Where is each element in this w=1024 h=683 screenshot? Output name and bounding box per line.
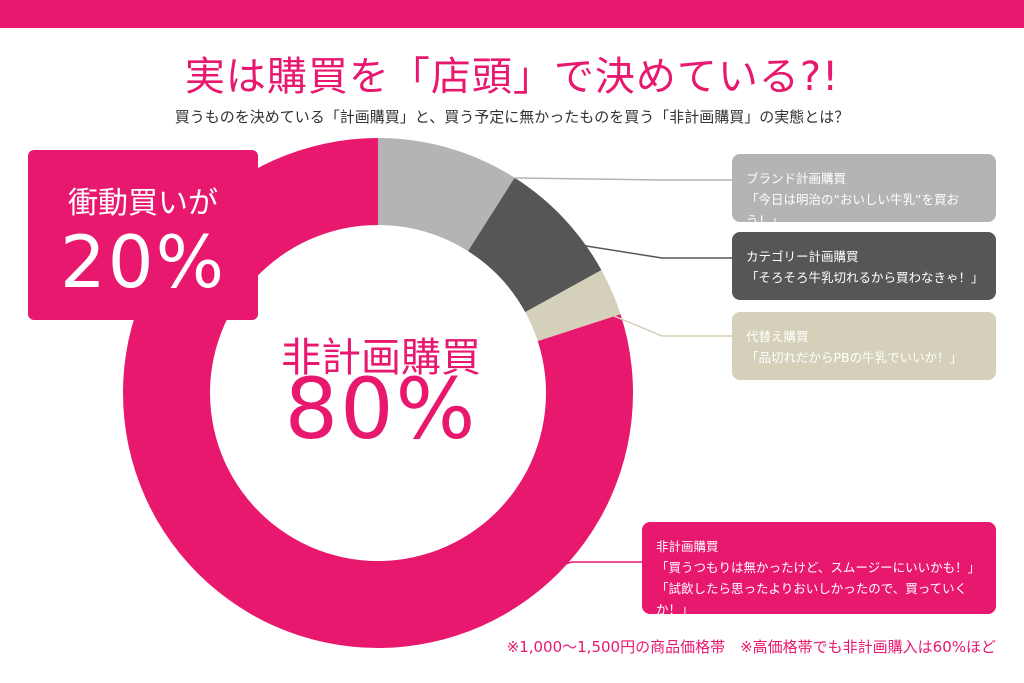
callout-quote: 「今日は明治の“おいしい牛乳”を買おう！」: [746, 192, 959, 228]
callout-quote: 「買うつもりは無かったけど、スムージーにいいかも！」: [656, 560, 981, 575]
slice-substitute: [525, 270, 621, 342]
callout-substitute: 代替え購買 「品切れだからPBの牛乳でいいか！」: [732, 312, 996, 380]
impulse-label: 衝動買いが: [68, 186, 218, 221]
page-title: 実は購買を「店頭」で決めている?!: [184, 54, 840, 100]
callout-title: ブランド計画購買: [746, 171, 847, 186]
impulse-badge: 衝動買いが 20%: [28, 150, 258, 320]
callout-quote: 「試飲したら思ったよりおいしかったので、買っていくか！」: [656, 581, 968, 617]
footnote: ※1,000〜1,500円の商品価格帯 ※高価格帯でも非計画購入は60%ほど: [506, 638, 996, 656]
center-label: 非計画購買: [281, 335, 481, 381]
leader-category-plan: [541, 238, 732, 259]
slice-brand-plan: [378, 138, 515, 252]
callout-title: 代替え購買: [746, 329, 809, 344]
top-accent-bar: [0, 0, 1024, 28]
callout-title: カテゴリー計画購買: [746, 249, 859, 264]
leader-brand-plan: [440, 176, 732, 181]
leader-substitute: [584, 302, 732, 337]
page-subtitle: 買うものを決めている「計画購買」と、買う予定に無かったものを買う「非計画購買」の…: [174, 108, 850, 126]
center-value: 80%: [284, 360, 478, 458]
callout-unplanned: 非計画購買 「買うつもりは無かったけど、スムージーにいいかも！」 「試飲したら思…: [642, 522, 996, 617]
callout-title: 非計画購買: [656, 539, 719, 554]
callout-brand-plan: ブランド計画購買 「今日は明治の“おいしい牛乳”を買おう！」: [732, 154, 996, 228]
leader-unplanned: [492, 561, 642, 588]
callout-quote: 「そろそろ牛乳切れるから買わなきゃ！」: [746, 270, 984, 285]
impulse-value: 20%: [59, 220, 227, 304]
slice-category-plan: [468, 177, 602, 313]
callout-quote: 「品切れだからPBの牛乳でいいか！」: [746, 350, 963, 365]
callout-category-plan: カテゴリー計画購買 「そろそろ牛乳切れるから買わなきゃ！」: [732, 232, 996, 300]
